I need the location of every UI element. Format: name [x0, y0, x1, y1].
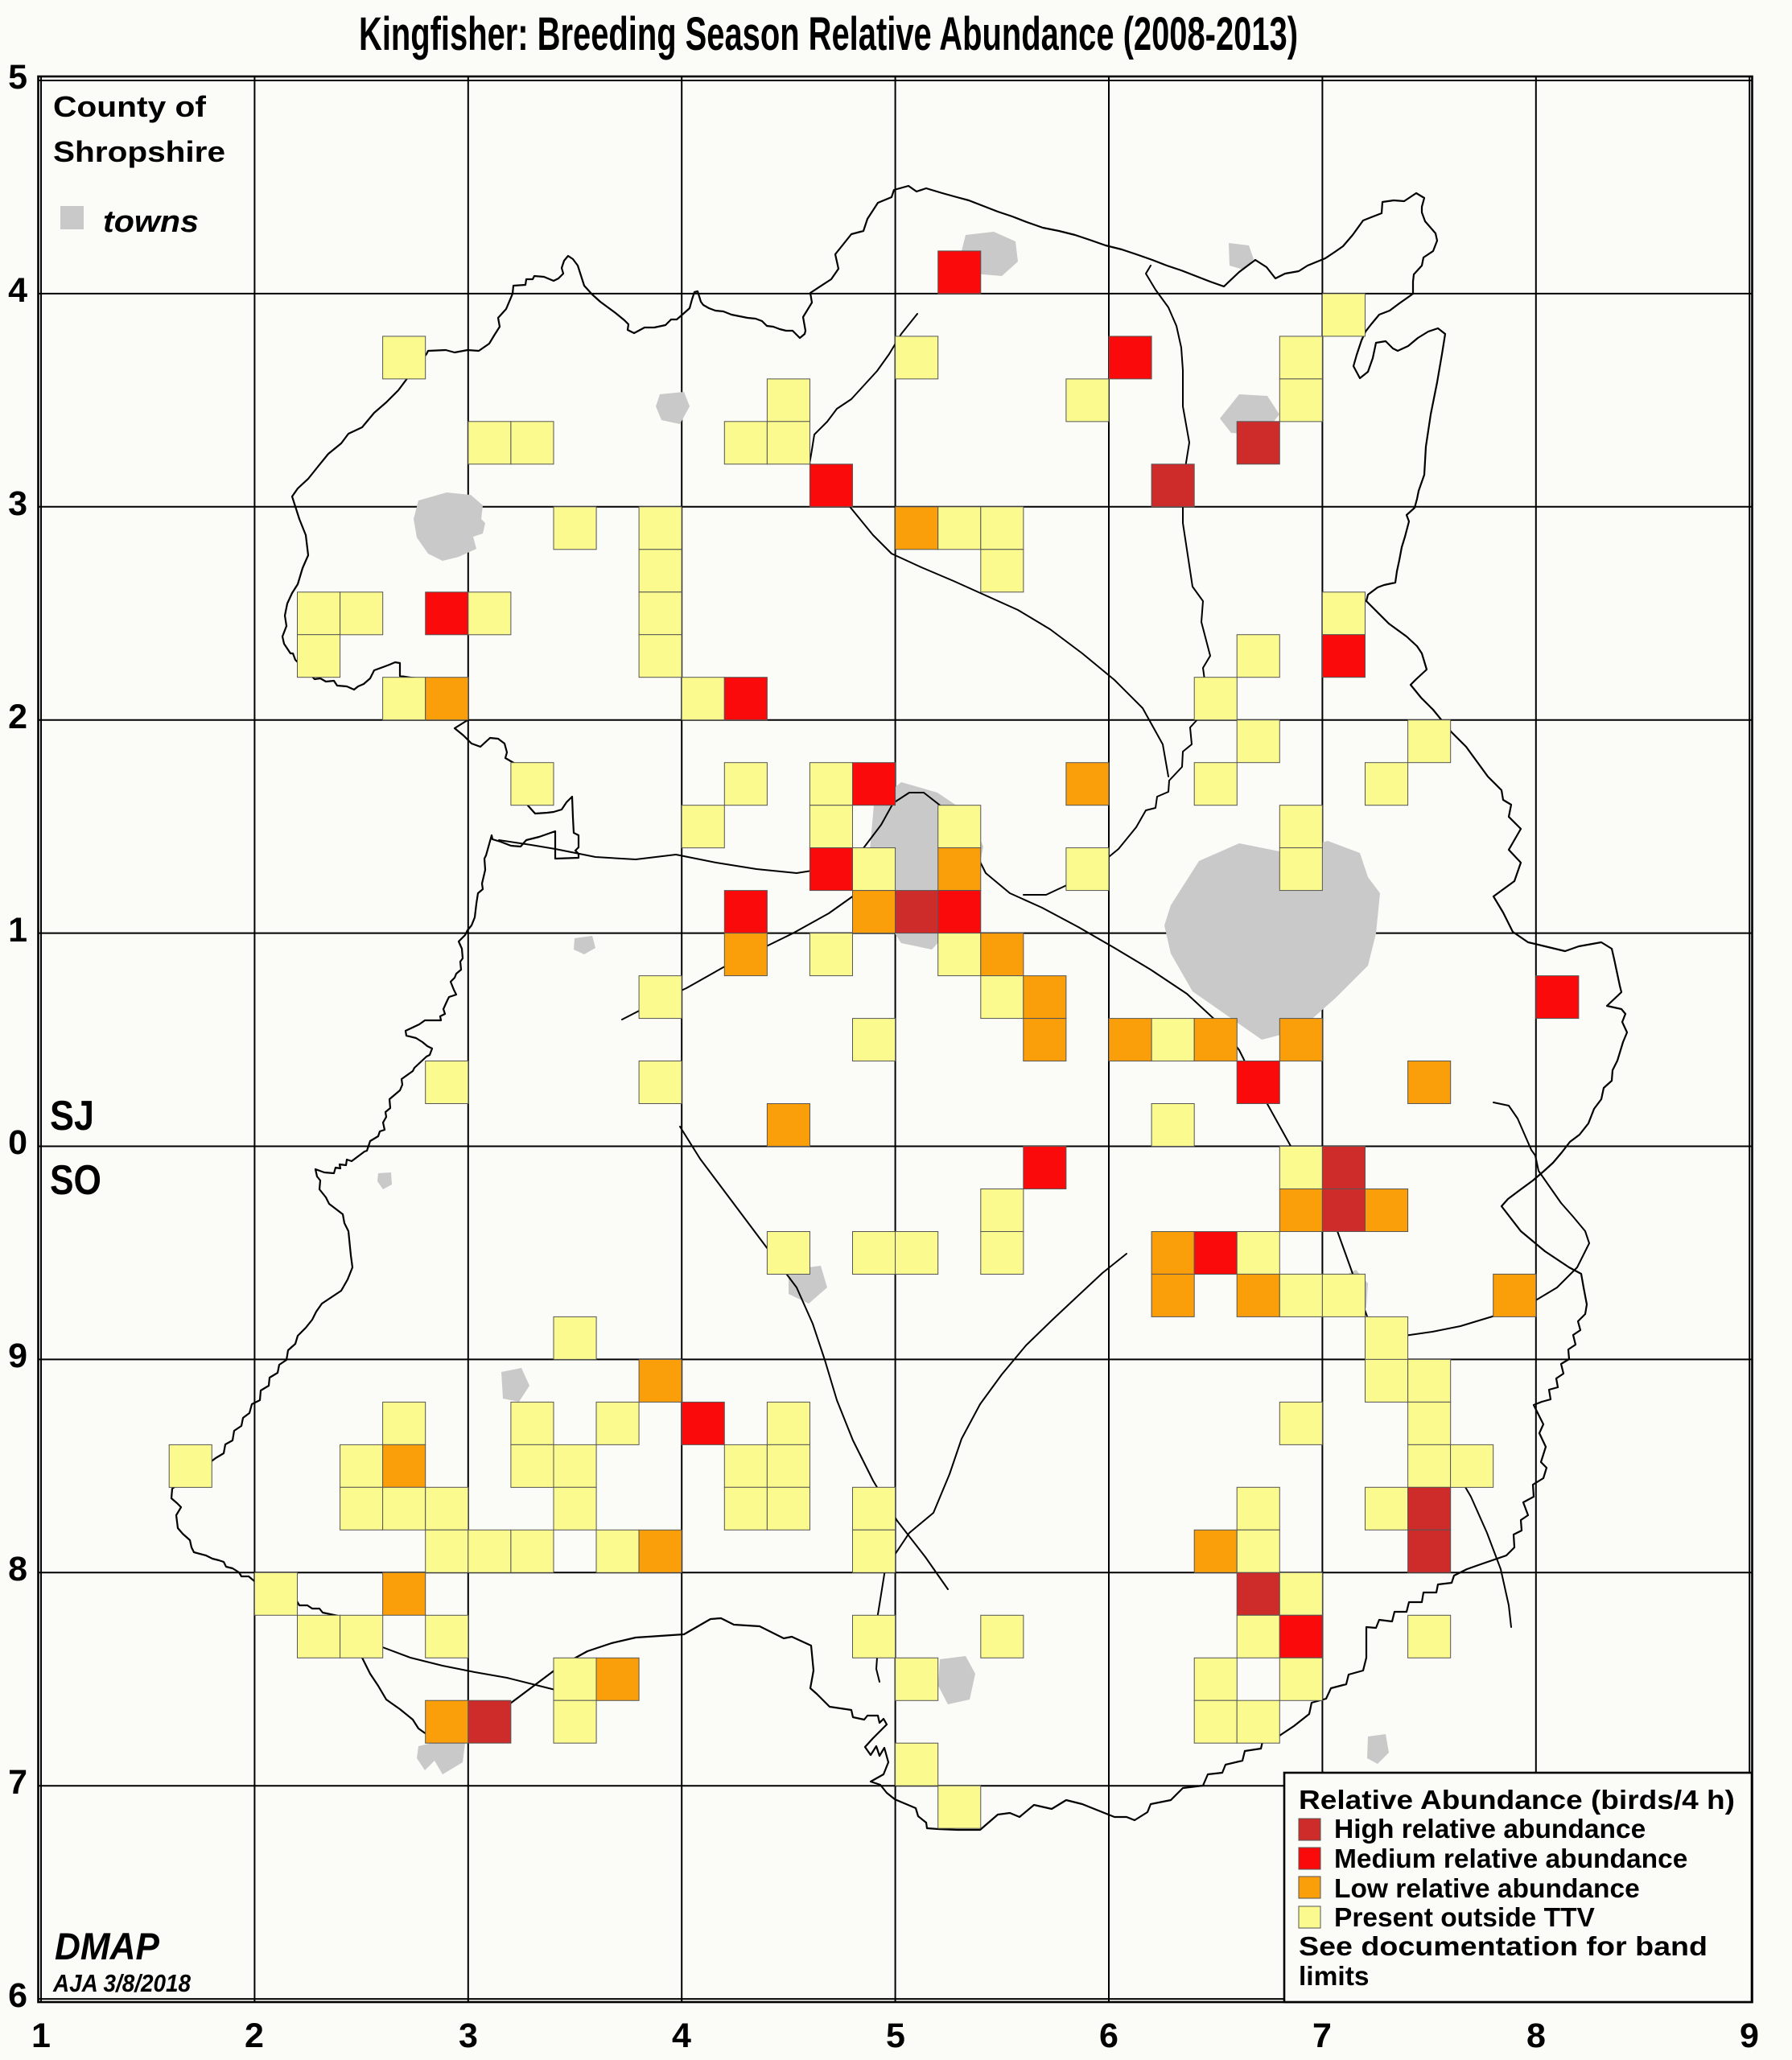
svg-text:3: 3 — [459, 2017, 478, 2055]
svg-text:6: 6 — [8, 1976, 27, 2015]
svg-text:See documentation for band: See documentation for band — [1299, 1932, 1708, 1962]
svg-text:2: 2 — [8, 698, 27, 736]
svg-text:8: 8 — [1526, 2017, 1546, 2055]
svg-text:Kingfisher: Breeding Season Re: Kingfisher: Breeding Season Relative Abu… — [359, 8, 1298, 60]
svg-text:9: 9 — [1740, 2017, 1759, 2055]
svg-text:SO: SO — [50, 1157, 101, 1204]
svg-text:7: 7 — [1312, 2017, 1332, 2055]
svg-text:4: 4 — [672, 2017, 691, 2055]
svg-text:2: 2 — [245, 2017, 264, 2055]
svg-text:SJ: SJ — [50, 1093, 94, 1139]
svg-text:1: 1 — [31, 2017, 51, 2055]
svg-text:0: 0 — [8, 1123, 27, 1162]
svg-text:Relative Abundance (birds/4 h): Relative Abundance (birds/4 h) — [1299, 1786, 1735, 1815]
svg-text:9: 9 — [8, 1337, 27, 1375]
svg-text:Present outside TTV: Present outside TTV — [1334, 1903, 1596, 1933]
svg-text:6: 6 — [1099, 2017, 1118, 2055]
svg-text:8: 8 — [8, 1550, 27, 1588]
svg-text:1: 1 — [8, 911, 27, 950]
svg-text:High relative abundance: High relative abundance — [1334, 1815, 1646, 1844]
svg-text:5: 5 — [8, 58, 27, 97]
svg-text:AJA 3/8/2018: AJA 3/8/2018 — [52, 1969, 192, 1997]
svg-text:4: 4 — [8, 271, 27, 310]
svg-text:DMAP: DMAP — [55, 1925, 160, 1967]
svg-text:7: 7 — [8, 1763, 27, 1802]
svg-text:Shropshire: Shropshire — [53, 135, 225, 168]
svg-text:5: 5 — [886, 2017, 905, 2055]
svg-text:3: 3 — [8, 484, 27, 523]
svg-text:Medium relative abundance: Medium relative abundance — [1334, 1844, 1687, 1874]
svg-text:Low relative abundance: Low relative abundance — [1334, 1874, 1640, 1904]
svg-text:towns: towns — [103, 205, 199, 239]
svg-text:County of: County of — [53, 90, 207, 123]
svg-text:limits: limits — [1299, 1962, 1370, 1992]
